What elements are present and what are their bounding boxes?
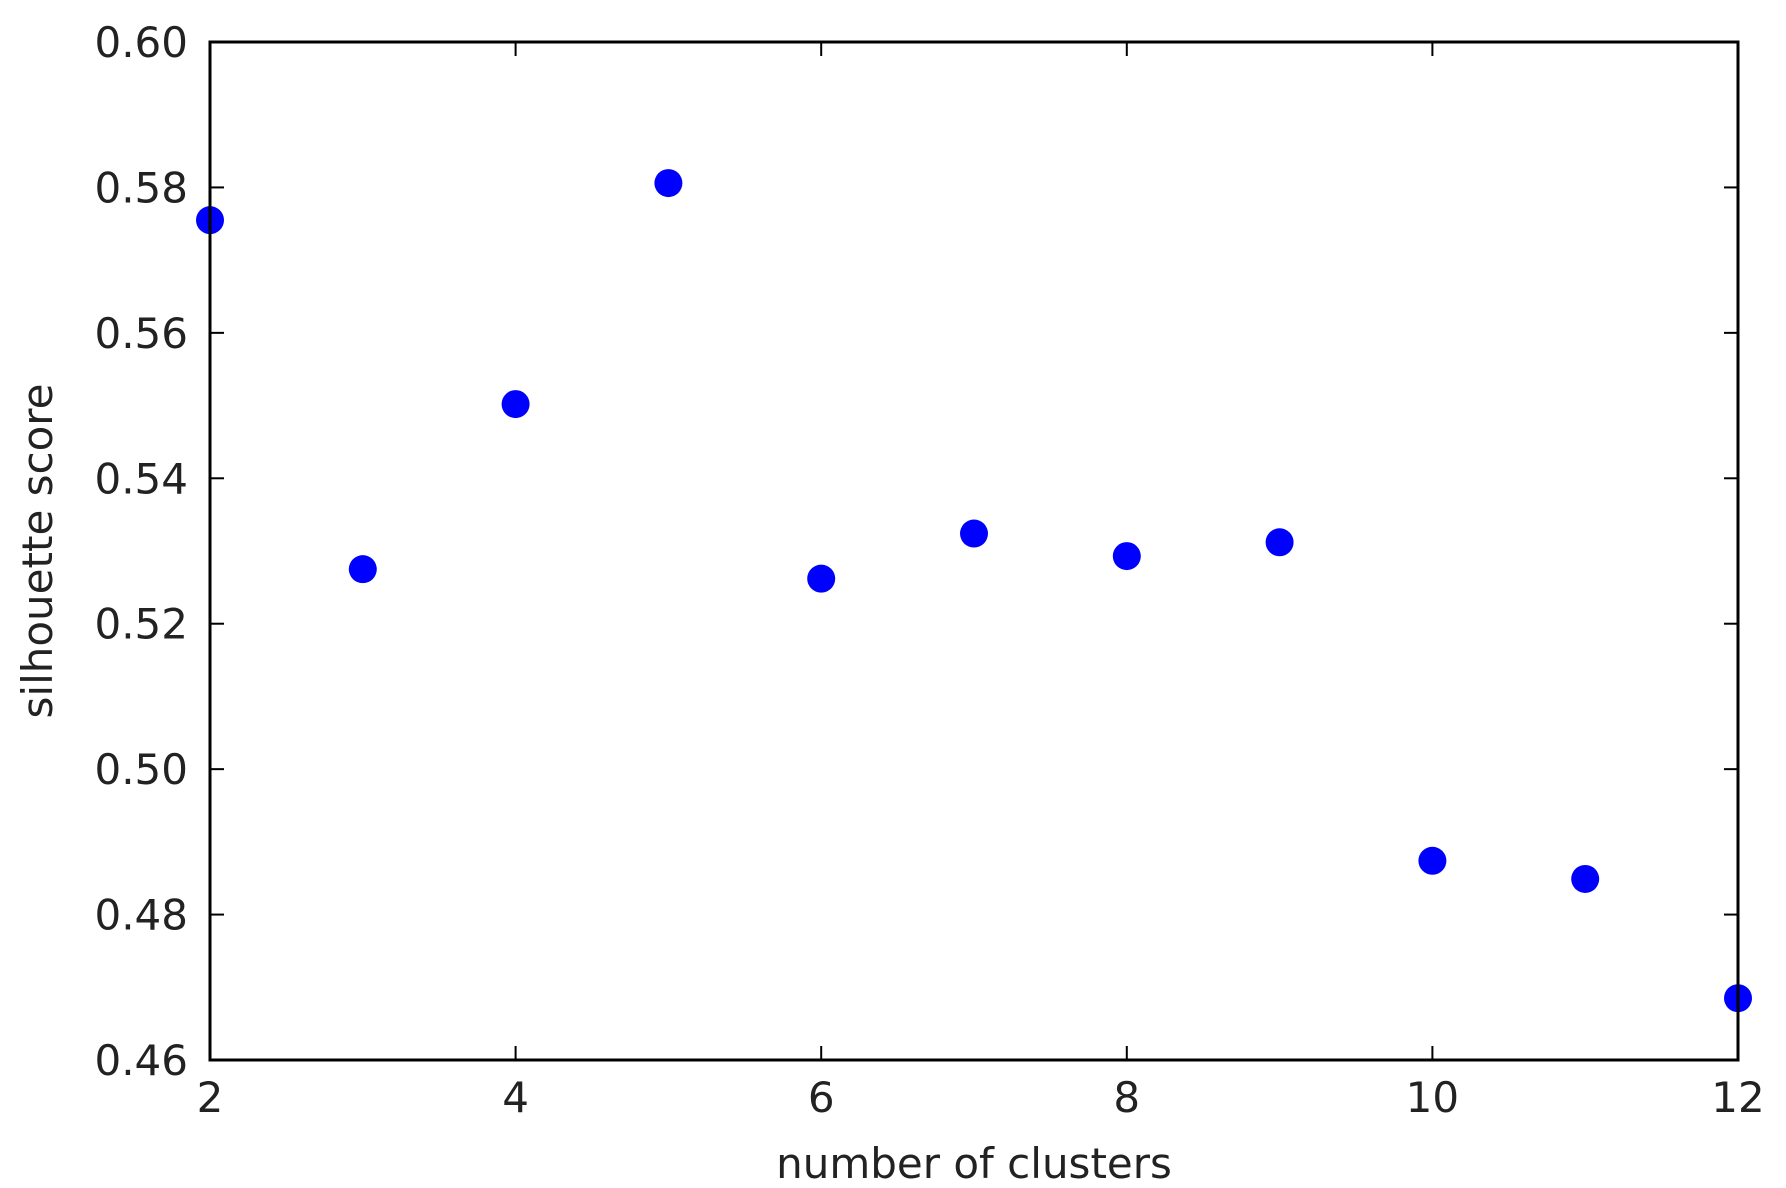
data-point [1112, 542, 1141, 571]
y-tick-labels: 0.46 0.48 0.50 0.52 0.54 0.56 0.58 0.60 [94, 18, 188, 1085]
x-tick-label: 10 [1406, 1073, 1459, 1122]
data-point [807, 564, 836, 593]
x-axis-label: number of clusters [776, 1139, 1172, 1188]
y-tick-label: 0.56 [94, 309, 188, 358]
data-point [960, 519, 988, 548]
x-tick-label: 2 [197, 1073, 224, 1122]
y-tick-label: 0.54 [94, 454, 188, 503]
data-point [1571, 864, 1600, 893]
y-tick-label: 0.48 [94, 891, 188, 940]
data-point [501, 390, 530, 419]
data-point [348, 555, 377, 584]
y-tick-label: 0.58 [94, 163, 188, 212]
plot-frame [208, 40, 1740, 1062]
x-tick-label: 6 [808, 1073, 835, 1122]
data-point [1418, 846, 1447, 875]
y-tick-label: 0.60 [94, 18, 188, 67]
data-point [654, 169, 683, 198]
y-tick-label: 0.46 [94, 1036, 188, 1085]
y-tick-label: 0.52 [94, 600, 188, 649]
x-tick-label: 12 [1711, 1073, 1764, 1122]
x-tick-label: 4 [502, 1073, 529, 1122]
y-axis-label: silhouette score [13, 384, 62, 719]
x-tick-label: 8 [1113, 1073, 1140, 1122]
data-points [196, 169, 1752, 1013]
x-tick-labels: 2 4 6 8 10 12 [197, 1073, 1765, 1122]
y-tick-label: 0.50 [94, 745, 188, 794]
data-point [1265, 528, 1294, 557]
plot-area [210, 42, 1738, 1060]
